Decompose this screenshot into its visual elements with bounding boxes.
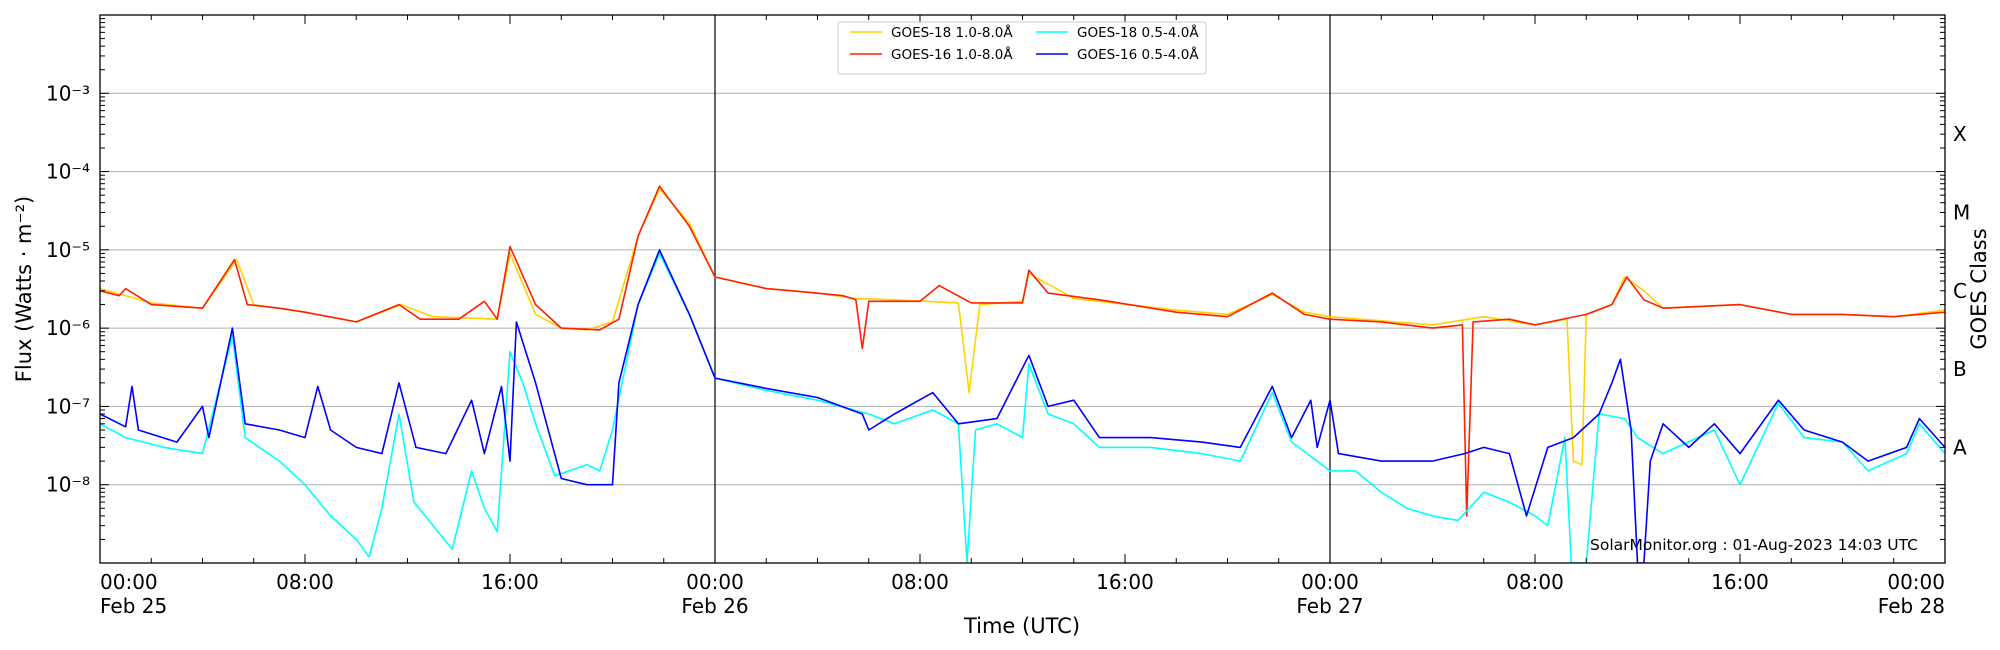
x-tick-date-label: Feb 28	[1878, 594, 1945, 618]
y-tick-label: 10⁻³	[46, 81, 90, 105]
goes-class-labels: A B C M X	[1953, 122, 1970, 459]
legend: GOES-18 1.0-8.0Å GOES-16 1.0-8.0Å GOES-18 …	[837, 21, 1207, 75]
x-tick-label: 00:00	[1887, 570, 1945, 594]
series-line-1	[100, 185, 1945, 517]
day-boundary-lines	[714, 15, 1331, 563]
x-tick-label: 08:00	[276, 570, 334, 594]
legend-box	[837, 21, 1207, 75]
y-tick-label: 10⁻⁶	[46, 316, 90, 340]
series-lines	[100, 185, 1945, 563]
x-tick-date-label: Feb 26	[681, 594, 748, 618]
right-axis-title: GOES Class	[1967, 228, 1991, 349]
x-tick-label: 16:00	[481, 570, 539, 594]
series-line-0	[100, 188, 1945, 466]
y-tick-label: 10⁻⁸	[46, 473, 90, 497]
grid-lines	[100, 92, 1945, 486]
legend-entry: GOES-18 1.0-8.0Å	[891, 24, 1013, 41]
credit-text: SolarMonitor.org : 01-Aug-2023 14:03 UTC	[1590, 536, 1918, 554]
x-tick-label: 00:00	[686, 570, 744, 594]
x-tick-label: 08:00	[891, 570, 949, 594]
series-line-3	[100, 249, 1945, 563]
y-tick-label: 10⁻⁵	[46, 238, 90, 262]
goes-class-x: X	[1953, 122, 1967, 146]
x-tick-label: 16:00	[1096, 570, 1154, 594]
y-tick-label: 10⁻⁷	[46, 394, 90, 418]
legend-entry: GOES-16 1.0-8.0Å	[891, 46, 1013, 63]
y-tick-labels: 10⁻⁸ 10⁻⁷ 10⁻⁶ 10⁻⁵ 10⁻⁴ 10⁻³	[46, 81, 90, 496]
x-tick-label: 00:00	[1301, 570, 1359, 594]
axis-ticks	[99, 15, 1946, 564]
goes-class-c: C	[1953, 279, 1967, 303]
x-tick-date-label: Feb 27	[1296, 594, 1363, 618]
x-tick-label: 08:00	[1506, 570, 1564, 594]
x-tick-label: 00:00	[100, 570, 158, 594]
x-tick-date-label: Feb 25	[100, 594, 167, 618]
goes-class-b: B	[1953, 357, 1967, 381]
plot-frame	[99, 14, 1946, 564]
x-axis-title: Time (UTC)	[963, 614, 1080, 638]
y-tick-label: 10⁻⁴	[46, 160, 90, 184]
legend-entry: GOES-16 0.5-4.0Å	[1077, 46, 1199, 63]
series-line-2	[100, 252, 1945, 563]
y-axis-title: Flux (Watts · m⁻²)	[12, 196, 36, 382]
x-tick-label: 16:00	[1711, 570, 1769, 594]
goes-class-a: A	[1953, 435, 1967, 459]
goes-class-m: M	[1953, 201, 1970, 225]
legend-entry: GOES-18 0.5-4.0Å	[1077, 24, 1199, 41]
